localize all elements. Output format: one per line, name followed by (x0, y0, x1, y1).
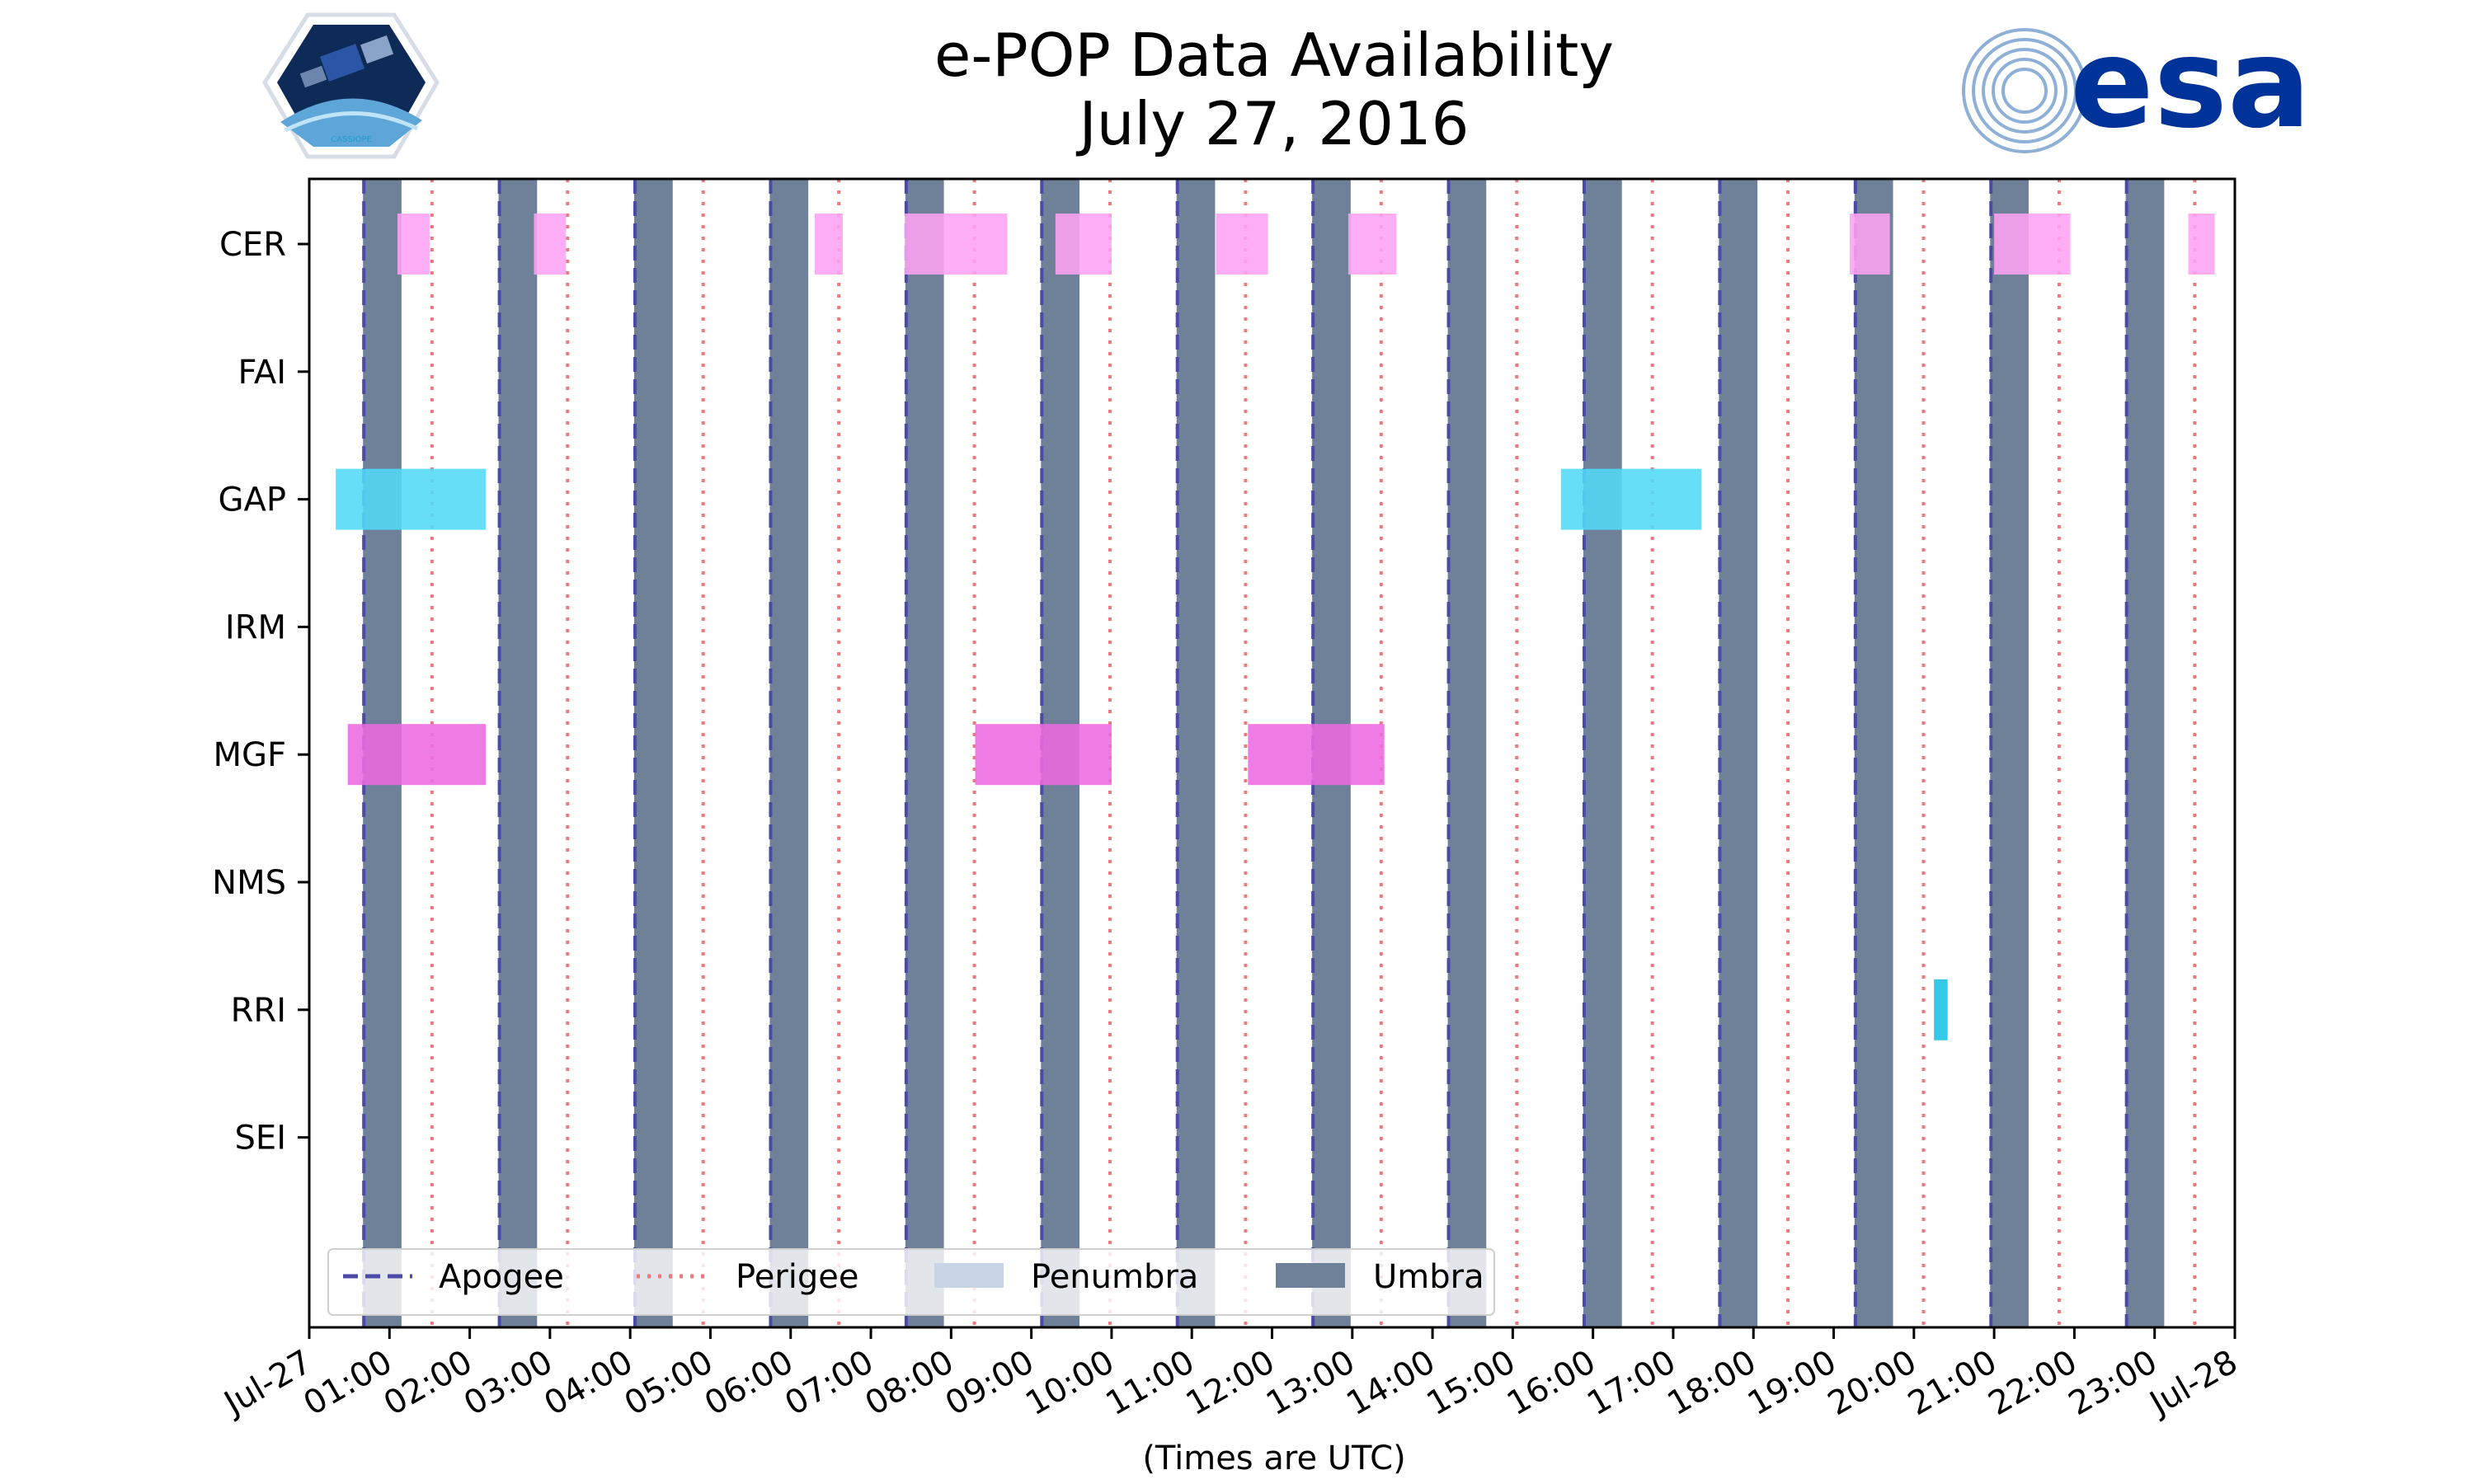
data-bar-gap-11 (336, 468, 487, 530)
data-bar-cer-9 (1994, 214, 2071, 275)
umbra-band-14 (2125, 179, 2165, 1327)
y-tick-label-mgf: MGF (213, 736, 286, 774)
x-tick-label-1: 01:00 (297, 1343, 398, 1423)
legend-umbra-label: Umbra (1373, 1258, 1484, 1296)
y-axis: CER FAI GAP IRM MGF NMS RRI SEI (212, 226, 309, 1158)
data-bar-cer-6 (1216, 214, 1268, 275)
legend-box (327, 1248, 1495, 1316)
x-axis: Jul-2701:0002:0003:0004:0005:0006:0007:0… (216, 1327, 2244, 1424)
legend-penumbra-swatch (934, 1263, 1004, 1288)
umbra-band-12 (1854, 179, 1893, 1327)
chart-legend: Apogee Perigee Penumbra Umbra (327, 1248, 1495, 1316)
x-tick-label-8: 08:00 (858, 1343, 960, 1423)
legend-penumbra-label: Penumbra (1031, 1258, 1198, 1296)
x-tick-label-19: 19:00 (1742, 1343, 1843, 1423)
cassiope-mission-logo: CASSIOPE (262, 12, 440, 159)
data-bar-mgf-14 (975, 724, 1112, 786)
data-bar-cer-2 (534, 214, 567, 275)
satellite-icon (299, 35, 394, 88)
x-tick-label-0: Jul-27 (216, 1343, 318, 1424)
umbra-band-3 (634, 179, 673, 1327)
instrument-data-bars (336, 214, 2215, 1040)
data-bar-cer-8 (1850, 214, 1890, 275)
umbra-band-2 (498, 179, 538, 1327)
umbra-band-7 (1176, 179, 1216, 1327)
umbra-band-9 (1447, 179, 1487, 1327)
x-tick-label-7: 07:00 (778, 1343, 880, 1423)
x-tick-label-4: 04:00 (538, 1343, 639, 1423)
y-tick-label-rri: RRI (231, 992, 286, 1030)
umbra-band-11 (1719, 179, 1758, 1327)
data-bar-cer-1 (397, 214, 430, 275)
apogee-lines (362, 179, 2128, 1327)
x-axis-label: (Times are UTC) (1142, 1439, 1405, 1477)
x-tick-label-21: 21:00 (1902, 1343, 2003, 1423)
x-tick-label-20: 20:00 (1822, 1343, 1923, 1423)
legend-umbra-swatch (1276, 1263, 1345, 1288)
data-bar-cer-4 (904, 214, 1008, 275)
y-tick-label-irm: IRM (225, 608, 286, 646)
x-tick-label-6: 06:00 (698, 1343, 800, 1423)
x-tick-label-24: Jul-28 (2142, 1343, 2244, 1424)
y-tick-label-cer: CER (219, 226, 286, 264)
legend-apogee-label: Apogee (439, 1258, 564, 1296)
data-bar-rri-16 (1934, 979, 1948, 1040)
umbra-band-13 (1990, 179, 2029, 1327)
x-tick-label-2: 02:00 (378, 1343, 479, 1423)
cassiope-logo-text: CASSIOPE (331, 135, 372, 144)
umbra-band-10 (1583, 179, 1622, 1327)
x-tick-label-5: 05:00 (618, 1343, 720, 1423)
data-bar-cer-7 (1348, 214, 1397, 275)
data-bar-cer-5 (1055, 214, 1112, 275)
x-tick-label-18: 18:00 (1661, 1343, 1762, 1423)
esa-logo: esa (1962, 12, 2311, 156)
x-tick-label-11: 11:00 (1099, 1343, 1201, 1423)
legend-perigee-label: Perigee (736, 1258, 858, 1296)
data-bar-cer-3 (814, 214, 843, 275)
chart-title-line-2: July 27, 2016 (1076, 89, 1470, 158)
umbra-band-4 (769, 179, 809, 1327)
x-tick-label-9: 09:00 (939, 1343, 1041, 1423)
x-tick-label-12: 12:00 (1180, 1343, 1282, 1423)
data-bar-mgf-15 (1248, 724, 1385, 786)
y-tick-label-nms: NMS (212, 864, 286, 902)
x-tick-label-3: 03:00 (458, 1343, 559, 1423)
x-tick-label-16: 16:00 (1501, 1343, 1602, 1423)
x-tick-label-15: 15:00 (1421, 1343, 1522, 1423)
x-tick-label-13: 13:00 (1260, 1343, 1362, 1423)
data-bar-mgf-13 (347, 724, 487, 786)
x-tick-label-22: 22:00 (1982, 1343, 2084, 1423)
data-bar-gap-12 (1560, 468, 1702, 530)
data-bar-cer-10 (2188, 214, 2215, 275)
x-tick-label-10: 10:00 (1019, 1343, 1121, 1423)
x-tick-label-17: 17:00 (1581, 1343, 1682, 1423)
y-tick-label-fai: FAI (238, 354, 287, 392)
chart-title-line-1: e-POP Data Availability (934, 21, 1614, 90)
esa-logo-text: esa (2070, 12, 2311, 156)
x-tick-label-23: 23:00 (2062, 1343, 2164, 1423)
x-tick-label-14: 14:00 (1340, 1343, 1442, 1423)
esa-swirl-icon (1962, 28, 2087, 153)
umbra-band-5 (905, 179, 944, 1327)
y-tick-label-sei: SEI (235, 1120, 286, 1158)
y-tick-label-gap: GAP (219, 481, 286, 519)
